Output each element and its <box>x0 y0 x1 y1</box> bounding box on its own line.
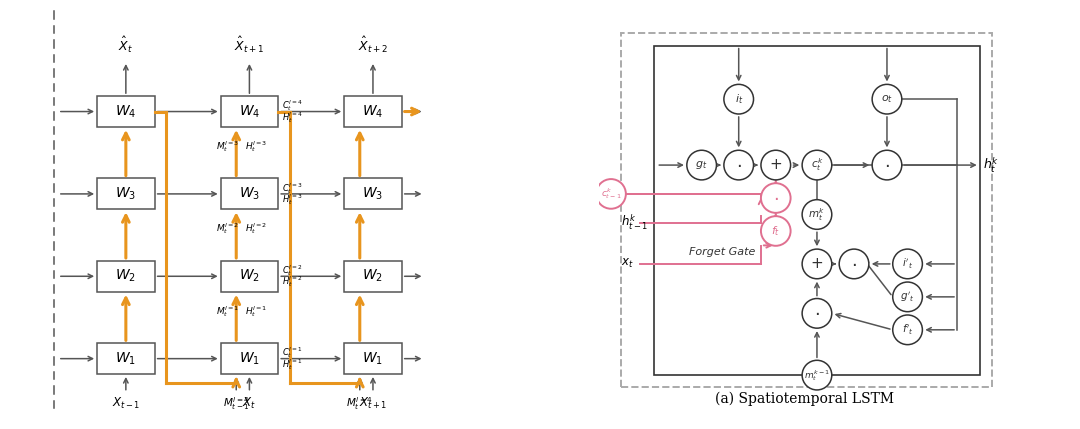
Text: $h_t^k$: $h_t^k$ <box>983 155 999 175</box>
FancyBboxPatch shape <box>345 343 402 374</box>
Text: $W_2$: $W_2$ <box>239 268 260 284</box>
FancyBboxPatch shape <box>97 96 154 127</box>
Circle shape <box>802 299 832 328</box>
Text: $M_t^{l=3}$: $M_t^{l=3}$ <box>216 139 240 154</box>
Text: $f_t$: $f_t$ <box>771 224 781 238</box>
Text: $\hat{X}_t$: $\hat{X}_t$ <box>119 35 133 55</box>
Text: $C_t^{l=4}$: $C_t^{l=4}$ <box>282 98 302 113</box>
Text: $m_t^k$: $m_t^k$ <box>809 206 825 223</box>
FancyBboxPatch shape <box>97 261 154 292</box>
Text: $W_4$: $W_4$ <box>239 103 260 120</box>
Text: $\cdot$: $\cdot$ <box>735 156 742 174</box>
FancyBboxPatch shape <box>345 178 402 209</box>
Circle shape <box>839 249 868 279</box>
FancyBboxPatch shape <box>97 343 154 374</box>
Text: $c_t^k$: $c_t^k$ <box>811 157 823 173</box>
Circle shape <box>724 85 754 114</box>
Text: $c_{t-1}^k$: $c_{t-1}^k$ <box>600 187 621 201</box>
Text: $W_1$: $W_1$ <box>116 350 136 367</box>
FancyBboxPatch shape <box>654 45 980 375</box>
Circle shape <box>802 360 832 390</box>
Text: $C_t^{l=3}$: $C_t^{l=3}$ <box>282 181 302 196</box>
Text: $H_t^{l=2}$: $H_t^{l=2}$ <box>245 221 267 236</box>
Text: $H_t^{l=1}$: $H_t^{l=1}$ <box>282 357 302 372</box>
Text: $\cdot$: $\cdot$ <box>885 156 890 174</box>
Text: $+$: $+$ <box>769 158 782 172</box>
Text: $W_3$: $W_3$ <box>363 186 383 202</box>
FancyBboxPatch shape <box>345 96 402 127</box>
Text: $X_{t+1}$: $X_{t+1}$ <box>359 396 387 411</box>
Text: $\cdot$: $\cdot$ <box>851 255 856 273</box>
Text: $C_t^{l=2}$: $C_t^{l=2}$ <box>282 263 302 278</box>
Text: $H_t^{l=4}$: $H_t^{l=4}$ <box>282 110 302 125</box>
Text: $i'_t$: $i'_t$ <box>902 257 913 271</box>
Text: $H_t^{l=2}$: $H_t^{l=2}$ <box>282 275 302 290</box>
Circle shape <box>873 85 902 114</box>
Text: $H_t^{l=3}$: $H_t^{l=3}$ <box>245 139 267 154</box>
Circle shape <box>802 249 832 279</box>
Text: $M_t^{l=1}$: $M_t^{l=1}$ <box>216 304 240 319</box>
Circle shape <box>893 282 922 312</box>
Circle shape <box>893 315 922 344</box>
Text: $\cdot$: $\cdot$ <box>773 189 779 207</box>
Text: $H_t^{l=3}$: $H_t^{l=3}$ <box>282 192 302 207</box>
Text: $W_3$: $W_3$ <box>116 186 136 202</box>
Text: Forget Gate: Forget Gate <box>689 247 756 257</box>
Circle shape <box>873 150 902 180</box>
FancyBboxPatch shape <box>220 178 279 209</box>
Circle shape <box>687 150 716 180</box>
Text: $M_{t-1}^{l=4}$: $M_{t-1}^{l=4}$ <box>222 396 249 412</box>
FancyBboxPatch shape <box>220 96 279 127</box>
FancyBboxPatch shape <box>220 343 279 374</box>
Text: $h_{t-1}^k$: $h_{t-1}^k$ <box>621 213 649 233</box>
Text: $H_t^{l=1}$: $H_t^{l=1}$ <box>245 304 267 319</box>
Text: $+$: $+$ <box>810 257 824 271</box>
FancyBboxPatch shape <box>97 178 154 209</box>
Circle shape <box>802 199 832 230</box>
Circle shape <box>724 150 754 180</box>
Circle shape <box>761 216 791 246</box>
FancyBboxPatch shape <box>345 261 402 292</box>
Text: $\cdot$: $\cdot$ <box>814 304 820 322</box>
Text: $C_t^{l=1}$: $C_t^{l=1}$ <box>282 345 302 360</box>
Text: $f'_t$: $f'_t$ <box>902 323 914 337</box>
Text: $g_t$: $g_t$ <box>696 159 707 171</box>
Text: $M_t^{l=4}$: $M_t^{l=4}$ <box>347 396 374 412</box>
Text: $\hat{X}_{t+2}$: $\hat{X}_{t+2}$ <box>357 35 388 55</box>
Text: $\hat{X}_{t+1}$: $\hat{X}_{t+1}$ <box>234 35 265 55</box>
Circle shape <box>802 150 832 180</box>
Text: $o_t$: $o_t$ <box>881 93 893 105</box>
Circle shape <box>893 249 922 279</box>
Text: $W_1$: $W_1$ <box>239 350 260 367</box>
Text: $i_t$: $i_t$ <box>734 92 743 106</box>
Text: $W_2$: $W_2$ <box>116 268 136 284</box>
Text: $W_2$: $W_2$ <box>363 268 383 284</box>
Circle shape <box>596 179 626 209</box>
Text: $x_t$: $x_t$ <box>621 257 634 270</box>
Text: $M_t^{l=2}$: $M_t^{l=2}$ <box>216 221 240 236</box>
Text: $X_{t-1}$: $X_{t-1}$ <box>111 396 140 411</box>
Text: $X_t$: $X_t$ <box>242 396 256 411</box>
Text: $W_4$: $W_4$ <box>116 103 136 120</box>
Text: $g'_t$: $g'_t$ <box>901 290 915 304</box>
Text: $W_4$: $W_4$ <box>362 103 383 120</box>
Circle shape <box>761 183 791 213</box>
Circle shape <box>761 150 791 180</box>
Text: $W_1$: $W_1$ <box>363 350 383 367</box>
Text: $W_3$: $W_3$ <box>239 186 260 202</box>
FancyBboxPatch shape <box>220 261 279 292</box>
Text: (a) Spatiotemporal LSTM: (a) Spatiotemporal LSTM <box>715 392 894 406</box>
FancyBboxPatch shape <box>621 33 993 387</box>
Text: $m_t^{k-1}$: $m_t^{k-1}$ <box>804 368 831 383</box>
